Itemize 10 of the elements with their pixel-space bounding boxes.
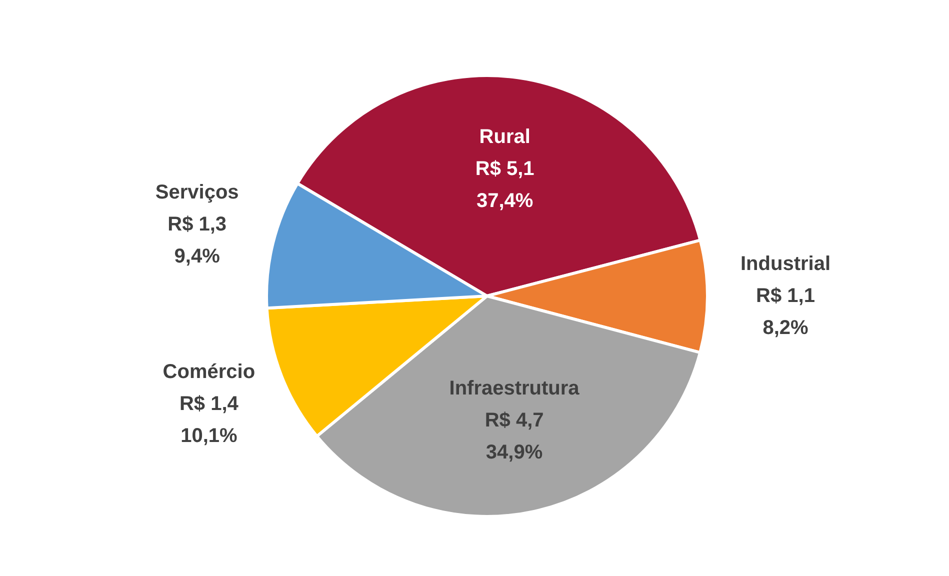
slice-label: Comércio — [162, 361, 256, 384]
slice-label: Industrial — [740, 253, 831, 276]
data-label: R$ 5,1 37,4% — [475, 158, 534, 212]
data-label: R$ 1,4 10,1% — [179, 393, 240, 448]
data-label: R$ 4,7 34,9% — [484, 409, 544, 464]
slice-label: Serviços — [155, 181, 239, 204]
data-label: R$ 1,1 8,2% — [756, 285, 815, 340]
slice-label: Infraestrutura — [449, 377, 580, 400]
data-label: R$ 1,3 9,4% — [168, 213, 227, 268]
slice-label: Rural — [479, 126, 530, 148]
